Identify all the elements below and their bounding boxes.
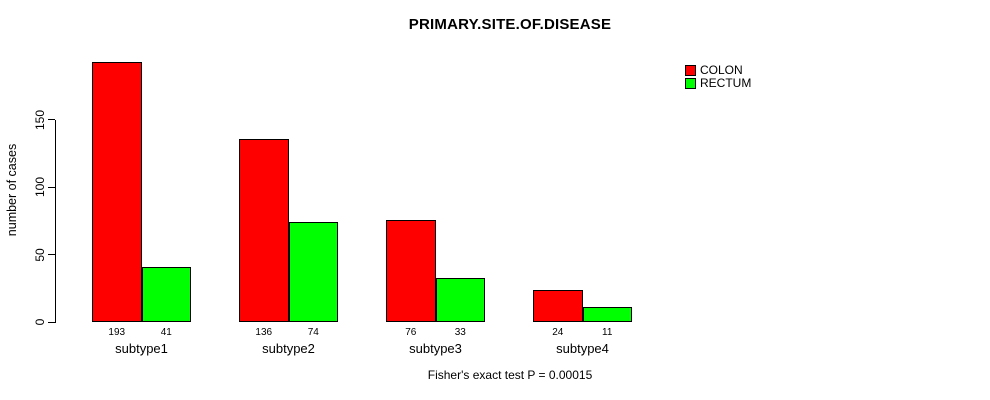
bar-value-label: 136 bbox=[255, 327, 273, 338]
bar-value-label: 193 bbox=[108, 327, 126, 338]
y-axis-line bbox=[55, 120, 56, 323]
y-tick-mark bbox=[48, 186, 55, 188]
legend-swatch-icon bbox=[685, 77, 696, 89]
y-tick-mark bbox=[48, 119, 55, 121]
y-tick-mark bbox=[48, 254, 55, 256]
y-tick-label: 100 bbox=[33, 177, 47, 198]
bar-colon-subtype1 bbox=[92, 62, 142, 322]
legend-label: COLON bbox=[700, 63, 743, 77]
stats-caption: Fisher's exact test P = 0.00015 bbox=[427, 368, 593, 382]
legend-item-colon: COLON bbox=[685, 64, 751, 76]
bar-value-label: 76 bbox=[405, 327, 417, 338]
category-label-subtype3: subtype3 bbox=[409, 341, 462, 356]
y-tick-mark bbox=[48, 321, 55, 323]
legend-swatch-icon bbox=[685, 64, 696, 76]
bar-value-label: 11 bbox=[602, 327, 613, 338]
bar-rectum-subtype3 bbox=[435, 277, 485, 322]
bar-value-label: 41 bbox=[160, 327, 172, 338]
legend-item-rectum: RECTUM bbox=[685, 77, 751, 89]
category-label-subtype1: subtype1 bbox=[115, 341, 168, 356]
y-axis-title: number of cases bbox=[5, 143, 19, 237]
y-tick-label: 0 bbox=[33, 318, 47, 326]
legend-label: RECTUM bbox=[700, 76, 752, 90]
y-tick-label: 150 bbox=[33, 109, 47, 130]
bar-rectum-subtype4 bbox=[582, 307, 632, 322]
bar-value-label: 74 bbox=[307, 327, 319, 338]
bar-value-label: 33 bbox=[454, 327, 466, 338]
bar-value-label: 24 bbox=[552, 327, 564, 338]
category-label-subtype4: subtype4 bbox=[556, 341, 609, 356]
bar-colon-subtype4 bbox=[533, 289, 583, 322]
y-tick-label: 50 bbox=[33, 247, 47, 262]
legend: COLON RECTUM bbox=[685, 64, 751, 90]
bar-rectum-subtype2 bbox=[288, 222, 338, 322]
chart-title: PRIMARY.SITE.OF.DISEASE bbox=[408, 16, 612, 33]
bar-colon-subtype2 bbox=[239, 138, 289, 322]
bar-colon-subtype3 bbox=[386, 219, 436, 322]
category-label-subtype2: subtype2 bbox=[262, 341, 315, 356]
bar-rectum-subtype1 bbox=[141, 266, 191, 322]
